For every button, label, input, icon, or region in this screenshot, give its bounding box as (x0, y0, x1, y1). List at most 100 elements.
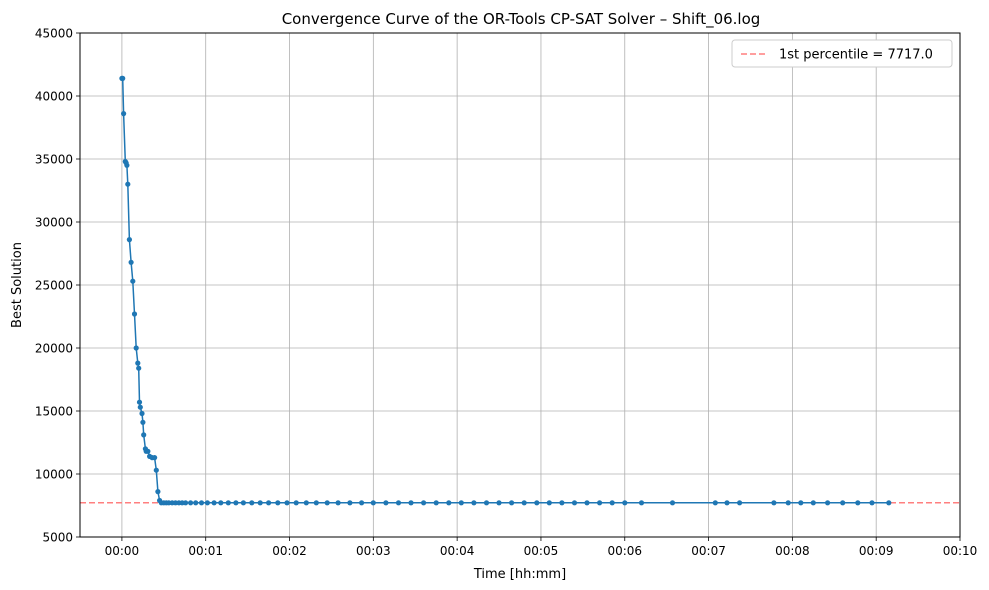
x-tick-label: 00:08 (775, 544, 810, 558)
data-point (128, 259, 134, 265)
data-point (257, 500, 263, 506)
data-point (509, 500, 515, 506)
data-point (798, 500, 804, 506)
data-point (825, 500, 831, 506)
data-point (125, 181, 131, 187)
data-point (131, 311, 138, 317)
data-point (869, 500, 875, 506)
data-point (188, 500, 194, 506)
data-point (458, 500, 464, 506)
data-point (240, 500, 246, 506)
data-point (622, 500, 628, 506)
data-point (886, 500, 892, 506)
data-point (233, 500, 239, 506)
x-tick-label: 00:00 (105, 544, 140, 558)
data-point (521, 500, 527, 506)
data-point (137, 404, 143, 410)
data-point (152, 455, 158, 461)
x-tick-label: 00:03 (356, 544, 391, 558)
y-tick-label: 40000 (35, 90, 73, 104)
data-point (571, 500, 578, 506)
data-point (249, 500, 255, 506)
data-point (559, 500, 565, 506)
y-tick-label: 30000 (35, 216, 73, 230)
x-axis-ticks: 00:00 00:01 00:02 00:03 00:04 00:05 00:06 00:07… (105, 537, 978, 558)
y-tick-label: 25000 (35, 279, 73, 293)
data-point (130, 278, 136, 284)
data-point (855, 500, 861, 506)
x-tick-label: 00:09 (859, 544, 894, 558)
data-point (638, 500, 645, 506)
data-point (121, 111, 127, 117)
data-point (218, 500, 224, 506)
data-point (193, 500, 199, 506)
data-point (359, 500, 365, 506)
x-axis-label: Time [hh:mm] (473, 567, 566, 582)
y-tick-label: 15000 (35, 405, 73, 419)
data-point (136, 365, 142, 371)
data-point (408, 500, 414, 506)
y-axis-ticks: 5000 10000 15000 20000 25000 30000 35000 40000 4… (35, 27, 80, 545)
data-point (395, 500, 402, 506)
data-point (204, 500, 210, 506)
data-point (810, 500, 816, 506)
x-tick-label: 00:07 (691, 544, 726, 558)
x-tick-label: 00:06 (607, 544, 642, 558)
x-tick-label: 00:02 (272, 544, 307, 558)
y-tick-label: 35000 (35, 153, 73, 167)
data-point (266, 500, 272, 506)
x-tick-label: 00:04 (440, 544, 475, 558)
data-point (421, 500, 427, 506)
data-point (135, 360, 141, 366)
data-point (737, 500, 743, 506)
data-point (840, 500, 846, 506)
data-point (198, 500, 205, 506)
y-tick-label: 45000 (35, 27, 73, 41)
x-tick-label: 00:05 (524, 544, 559, 558)
data-point (609, 500, 615, 506)
data-point (534, 500, 540, 506)
data-point (347, 500, 353, 506)
data-point (145, 448, 151, 454)
data-point (370, 500, 376, 506)
data-point (313, 500, 319, 506)
data-point (120, 75, 126, 81)
chart-title: Convergence Curve of the OR-Tools CP-SAT… (282, 10, 761, 29)
data-point (483, 500, 490, 506)
data-point (284, 500, 290, 506)
data-point (139, 410, 145, 417)
x-tick-label: 00:01 (188, 544, 223, 558)
data-point (293, 500, 299, 506)
data-point (136, 399, 143, 405)
data-point (724, 500, 730, 506)
y-tick-label: 20000 (35, 342, 73, 356)
data-point (303, 500, 309, 506)
legend: 1st percentile = 7717.0 (731, 39, 953, 68)
data-point (153, 467, 159, 473)
legend-label: 1st percentile = 7717.0 (779, 48, 933, 63)
series-layer (119, 75, 892, 506)
data-point (669, 500, 676, 506)
data-point (133, 345, 139, 351)
data-point (546, 500, 552, 506)
data-point (471, 500, 477, 506)
data-point (183, 500, 189, 506)
data-point (211, 500, 217, 506)
data-point (275, 500, 281, 506)
data-point (155, 489, 161, 495)
data-point (141, 432, 147, 438)
data-point (124, 162, 130, 168)
data-point (446, 500, 452, 506)
data-point (126, 237, 132, 243)
data-point (433, 500, 439, 506)
data-point (771, 500, 777, 506)
data-point (383, 500, 389, 506)
data-point (597, 500, 603, 506)
data-point (496, 500, 502, 506)
data-point (712, 500, 718, 506)
data-point (225, 500, 231, 506)
data-point (140, 419, 146, 425)
x-tick-label: 00:10 (943, 544, 978, 558)
